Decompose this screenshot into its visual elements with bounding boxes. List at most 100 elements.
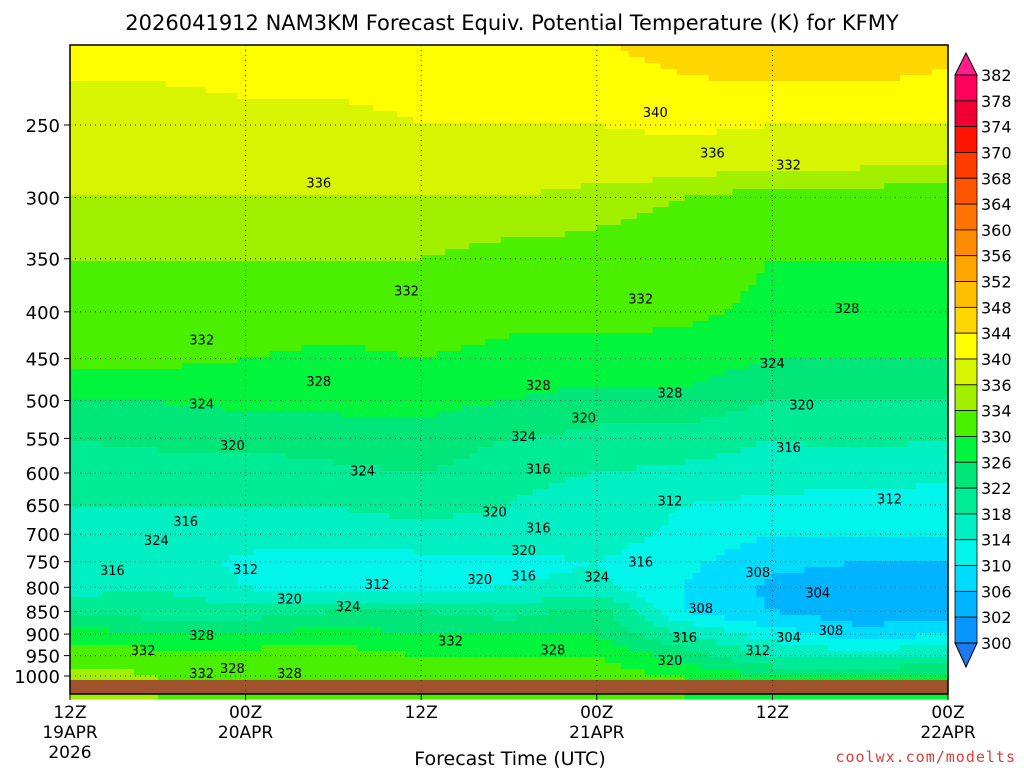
heatmap-cell [725, 99, 734, 106]
heatmap-cell [820, 57, 829, 64]
heatmap-cell [238, 267, 247, 274]
heatmap-cell [804, 123, 813, 130]
heatmap-cell [206, 123, 215, 130]
heatmap-cell [533, 165, 542, 172]
heatmap-cell [892, 123, 901, 130]
heatmap-cell [270, 273, 279, 280]
heatmap-cell [629, 225, 638, 232]
heatmap-cell [477, 207, 486, 214]
heatmap-cell [206, 255, 215, 262]
heatmap-cell [924, 183, 933, 190]
heatmap-cell [509, 105, 518, 112]
heatmap-cell [892, 267, 901, 274]
heatmap-cell [900, 171, 909, 178]
heatmap-cell [198, 261, 207, 268]
heatmap-cell [166, 303, 175, 310]
heatmap-cell [916, 153, 925, 160]
heatmap-cell [437, 207, 446, 214]
heatmap-cell [206, 105, 215, 112]
heatmap-cell [78, 243, 87, 250]
heatmap-cell [645, 87, 654, 94]
heatmap-cell [884, 231, 893, 238]
heatmap-cell [788, 237, 797, 244]
heatmap-cell [222, 147, 231, 154]
heatmap-cell [844, 207, 853, 214]
heatmap-cell [301, 219, 310, 226]
heatmap-cell [517, 111, 526, 118]
heatmap-cell [740, 111, 749, 118]
heatmap-cell [820, 147, 829, 154]
heatmap-cell [581, 153, 590, 160]
heatmap-cell [365, 171, 374, 178]
heatmap-cell [868, 225, 877, 232]
heatmap-cell [509, 243, 518, 250]
heatmap-cell [884, 267, 893, 274]
heatmap-cell [278, 291, 287, 298]
heatmap-cell [150, 99, 159, 106]
heatmap-cell [804, 105, 813, 112]
heatmap-cell [357, 207, 366, 214]
heatmap-cell [198, 285, 207, 292]
heatmap-cell [605, 231, 614, 238]
heatmap-cell [397, 273, 406, 280]
heatmap-cell [445, 279, 454, 286]
heatmap-cell [780, 219, 789, 226]
heatmap-cell [206, 279, 215, 286]
heatmap-cell [445, 183, 454, 190]
heatmap-cell [198, 57, 207, 64]
heatmap-cell [325, 303, 334, 310]
heatmap-cell [900, 99, 909, 106]
heatmap-cell [501, 237, 510, 244]
heatmap-cell [286, 279, 295, 286]
heatmap-cell [860, 213, 869, 220]
heatmap-cell [525, 123, 534, 130]
heatmap-cell [222, 291, 231, 298]
heatmap-cell [317, 303, 326, 310]
heatmap-cell [549, 267, 558, 274]
heatmap-cell [661, 165, 670, 172]
heatmap-cell [756, 111, 765, 118]
heatmap-cell [916, 207, 925, 214]
heatmap-cell [341, 207, 350, 214]
heatmap-cell [709, 123, 718, 130]
heatmap-cell [270, 123, 279, 130]
heatmap-cell [190, 207, 199, 214]
heatmap-cell [349, 207, 358, 214]
heatmap-cell [389, 51, 398, 58]
heatmap-cell [932, 255, 941, 262]
heatmap-cell [293, 297, 302, 304]
heatmap-cell [301, 261, 310, 268]
heatmap-cell [693, 303, 702, 310]
heatmap-cell [381, 231, 390, 238]
heatmap-cell [214, 105, 223, 112]
heatmap-cell [413, 201, 422, 208]
heatmap-cell [166, 81, 175, 88]
heatmap-cell [924, 123, 933, 130]
heatmap-cell [238, 201, 247, 208]
heatmap-cell [717, 225, 726, 232]
heatmap-cell [573, 111, 582, 118]
heatmap-cell [126, 261, 135, 268]
heatmap-cell [230, 213, 239, 220]
heatmap-cell [669, 147, 678, 154]
heatmap-cell [365, 231, 374, 238]
heatmap-cell [549, 261, 558, 268]
heatmap-cell [780, 231, 789, 238]
heatmap-cell [756, 195, 765, 202]
heatmap-cell [317, 105, 326, 112]
heatmap-cell [836, 171, 845, 178]
heatmap-cell [557, 177, 566, 184]
heatmap-cell [110, 279, 119, 286]
heatmap-cell [381, 141, 390, 148]
heatmap-cell [589, 153, 598, 160]
heatmap-cell [429, 261, 438, 268]
heatmap-cell [565, 273, 574, 280]
heatmap-cell [916, 237, 925, 244]
heatmap-cell [325, 219, 334, 226]
heatmap-cell [900, 45, 909, 52]
heatmap-cell [653, 153, 662, 160]
heatmap-cell [573, 87, 582, 94]
heatmap-cell [740, 147, 749, 154]
heatmap-cell [693, 255, 702, 262]
heatmap-cell [389, 183, 398, 190]
